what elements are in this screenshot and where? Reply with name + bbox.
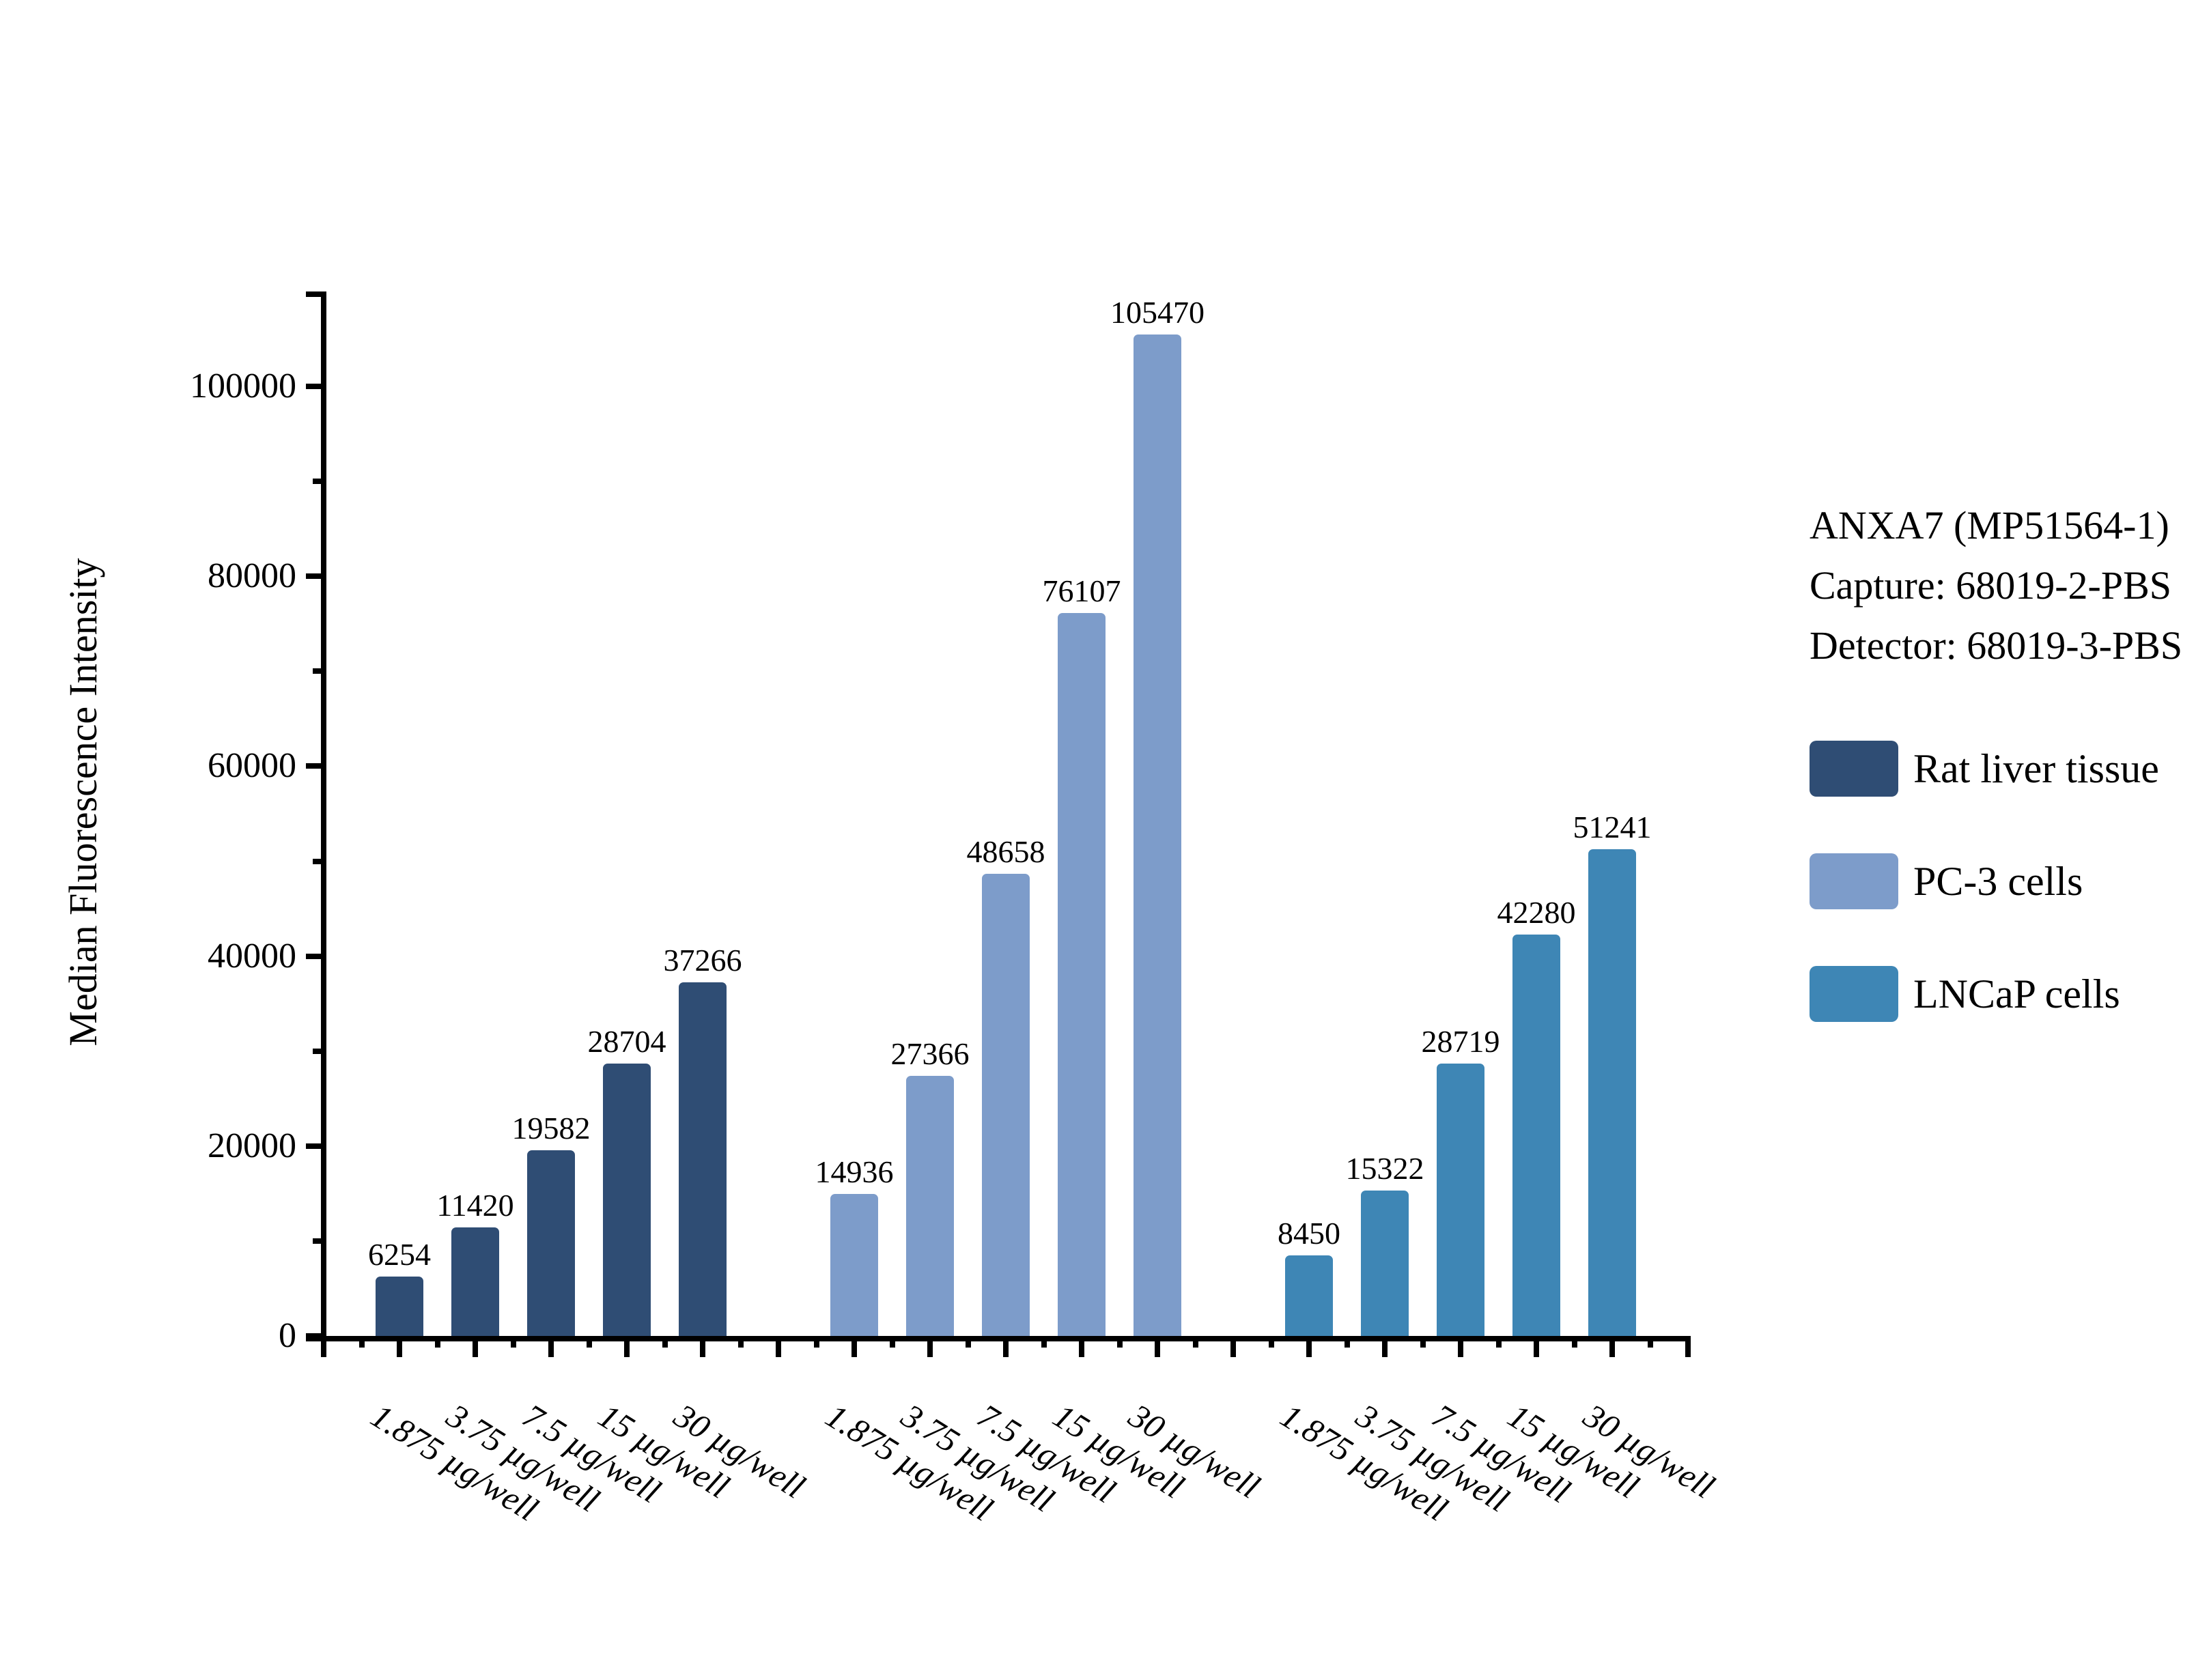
annotation-line-capture: Capture: 68019-2-PBS [1810, 563, 2172, 608]
x-minor-tick [1420, 1339, 1426, 1348]
x-major-tick [473, 1339, 478, 1357]
bar [830, 1194, 878, 1336]
y-major-tick [306, 763, 324, 769]
bar [1437, 1064, 1484, 1336]
bar [906, 1076, 954, 1336]
x-major-tick [397, 1339, 402, 1357]
x-minor-tick [662, 1339, 668, 1348]
x-minor-tick [1572, 1339, 1577, 1348]
bar-value-label: 14936 [815, 1154, 894, 1189]
y-major-tick [306, 384, 324, 389]
x-minor-tick [1345, 1339, 1350, 1348]
x-major-tick [927, 1339, 933, 1357]
bar [679, 982, 727, 1336]
annotation-block: ANXA7 (MP51564-1) Capture: 68019-2-PBS D… [1810, 496, 2182, 676]
y-tick-label: 40000 [208, 937, 296, 976]
bar [1588, 849, 1636, 1336]
bar-value-label: 19582 [511, 1111, 591, 1145]
x-major-tick [1155, 1339, 1160, 1357]
legend-label: Rat liver tissue [1913, 746, 2159, 791]
x-minor-tick [511, 1339, 516, 1348]
y-major-tick [306, 573, 324, 579]
bar [1512, 935, 1560, 1336]
y-major-tick [306, 954, 324, 959]
x-minor-tick [1269, 1339, 1274, 1348]
y-minor-tick [313, 859, 324, 864]
bar-value-label: 76107 [1042, 573, 1121, 608]
bar [376, 1277, 423, 1336]
y-tick-label: 100000 [190, 367, 296, 405]
x-minor-tick [966, 1339, 971, 1348]
annotation-line-detector: Detector: 68019-3-PBS [1810, 623, 2183, 668]
bar-value-label: 28719 [1421, 1024, 1500, 1059]
x-minor-tick [814, 1339, 819, 1348]
legend-swatch-pc3-cells [1810, 853, 1898, 909]
x-major-tick [776, 1339, 781, 1357]
bar-value-label: 48658 [966, 834, 1045, 869]
x-minor-tick [1648, 1339, 1653, 1348]
y-minor-tick [313, 1238, 324, 1244]
bar-value-label: 42280 [1497, 895, 1576, 930]
x-minor-tick [359, 1339, 365, 1348]
bar-value-label: 6254 [368, 1237, 431, 1272]
x-major-tick [1079, 1339, 1084, 1357]
bar-value-label: 105470 [1110, 295, 1205, 330]
bar [603, 1064, 651, 1336]
x-minor-tick [435, 1339, 440, 1348]
bar [1058, 613, 1106, 1336]
x-major-tick [1534, 1339, 1539, 1357]
x-minor-tick [1117, 1339, 1123, 1348]
y-tick-label: 60000 [208, 746, 296, 785]
bar [527, 1150, 575, 1336]
legend-label: LNCaP cells [1913, 971, 2120, 1016]
x-major-tick [700, 1339, 705, 1357]
x-major-tick [1230, 1339, 1236, 1357]
bar [451, 1227, 499, 1336]
y-major-tick [306, 1143, 324, 1149]
x-major-tick [1609, 1339, 1615, 1357]
y-tick-label: 0 [279, 1316, 296, 1355]
legend-label: PC-3 cells [1913, 859, 2083, 904]
bar-value-label: 37266 [663, 943, 742, 978]
y-tick-label: 20000 [208, 1126, 296, 1165]
x-axis-line [306, 1336, 1691, 1341]
x-major-tick [548, 1339, 554, 1357]
x-minor-tick [1193, 1339, 1198, 1348]
bar-value-label: 28704 [587, 1024, 666, 1059]
x-major-tick [1458, 1339, 1463, 1357]
x-major-tick [851, 1339, 857, 1357]
x-minor-tick [1496, 1339, 1502, 1348]
y-axis-end-tick [306, 291, 324, 297]
annotation-line-target: ANXA7 (MP51564-1) [1810, 503, 2169, 547]
x-major-tick [624, 1339, 630, 1357]
bar [1285, 1255, 1333, 1336]
y-tick-label: 80000 [208, 556, 296, 595]
x-minor-tick [738, 1339, 744, 1348]
bar [1134, 334, 1181, 1336]
y-major-tick [306, 1333, 324, 1339]
y-minor-tick [313, 479, 324, 484]
bar-value-label: 11420 [436, 1188, 514, 1223]
bar [1361, 1191, 1409, 1336]
legend-swatch-lncap-cells [1810, 966, 1898, 1022]
y-minor-tick [313, 668, 324, 674]
x-axis-end-tick [1685, 1336, 1691, 1357]
x-major-tick [1306, 1339, 1312, 1357]
bar-value-label: 8450 [1278, 1216, 1340, 1251]
x-major-tick [1382, 1339, 1388, 1357]
legend-swatch-rat-liver-tissue [1810, 741, 1898, 797]
bar [982, 874, 1030, 1336]
y-axis-line [321, 291, 326, 1357]
x-minor-tick [1041, 1339, 1047, 1348]
x-major-tick [1003, 1339, 1009, 1357]
bar-value-label: 51241 [1573, 810, 1652, 844]
bar-value-label: 27366 [890, 1036, 970, 1071]
bar-value-label: 15322 [1345, 1151, 1424, 1186]
x-minor-tick [890, 1339, 895, 1348]
y-minor-tick [313, 1049, 324, 1054]
x-minor-tick [587, 1339, 592, 1348]
